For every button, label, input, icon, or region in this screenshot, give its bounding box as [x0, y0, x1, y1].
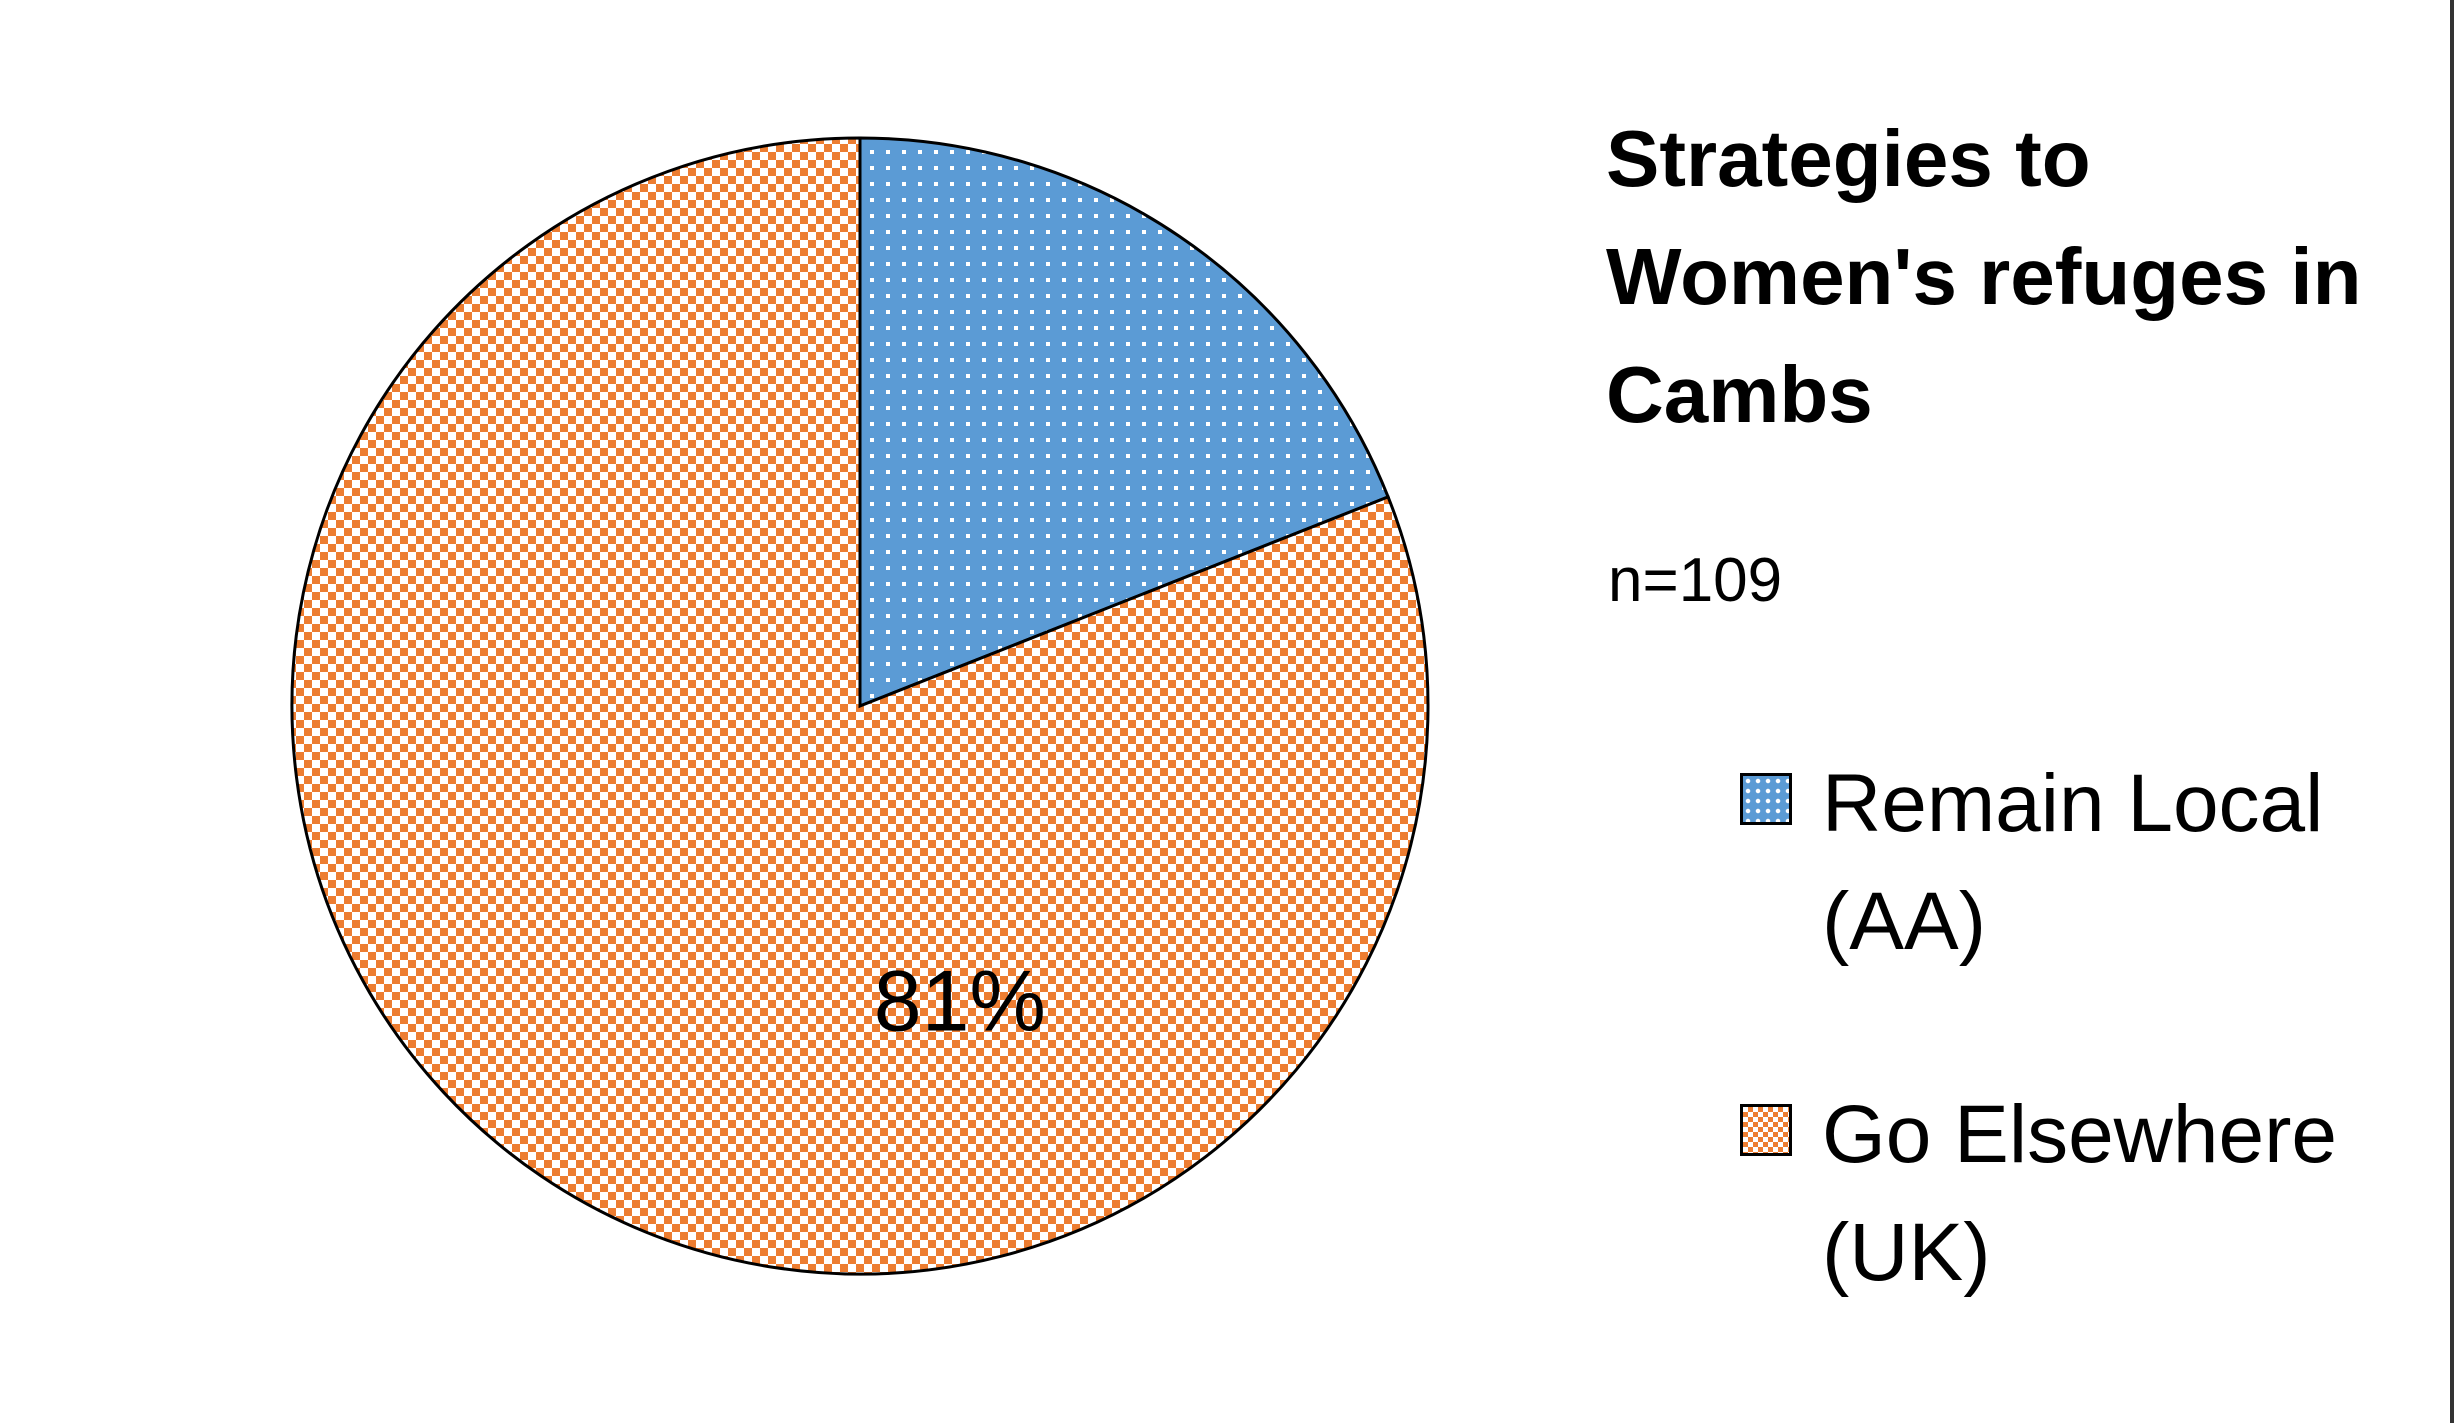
pie-slice: [290, 136, 1430, 1276]
legend-swatch: [1740, 773, 1792, 825]
data-label: 81%: [874, 954, 1046, 1050]
chart-subtitle: n=109: [1608, 546, 1783, 615]
legend-entry: Remain Local (AA): [1740, 745, 2402, 981]
chart-title: Strategies to Women's refuges in Cambs: [1606, 114, 2362, 439]
legend-label: Remain Local (AA): [1822, 758, 2324, 967]
legend: Remain Local (AA) Go Elsewhere (UK): [1740, 745, 2402, 1407]
legend-entry: Go Elsewhere (UK): [1740, 1076, 2402, 1312]
legend-label: Go Elsewhere (UK): [1822, 1089, 2338, 1298]
legend-swatch: [1740, 1104, 1792, 1156]
pie-slice: [858, 136, 1391, 709]
